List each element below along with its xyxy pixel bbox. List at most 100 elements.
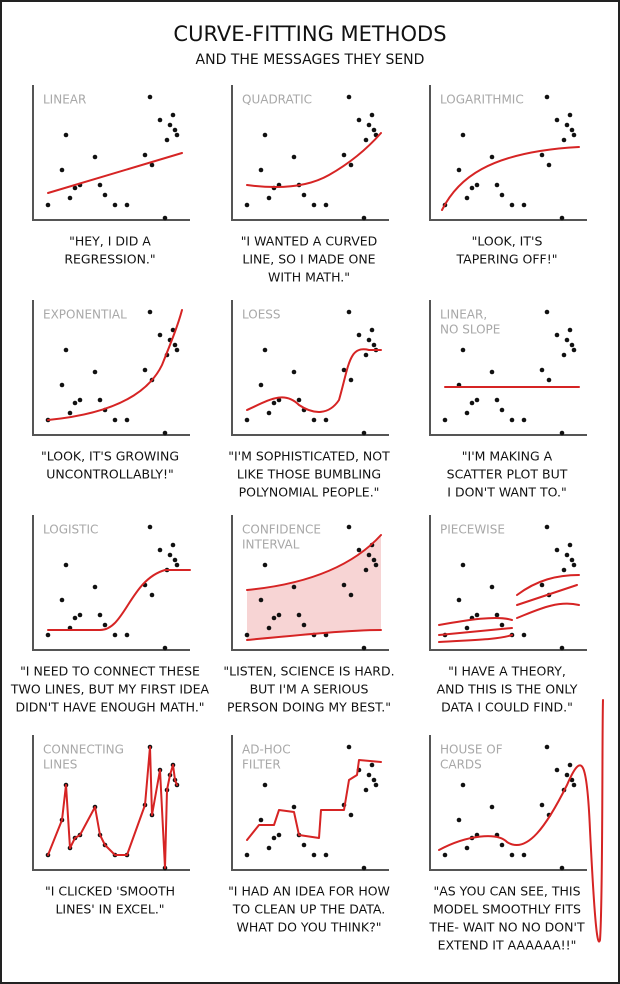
dot xyxy=(464,625,470,631)
dot xyxy=(258,597,264,603)
panel-label: AD-HOC xyxy=(242,743,291,757)
axes xyxy=(32,735,190,871)
fit-curve xyxy=(246,132,382,189)
dot xyxy=(369,327,375,333)
dot xyxy=(102,192,108,198)
dot xyxy=(244,852,250,858)
caption: DATA I COULD FIND." xyxy=(441,700,573,715)
panel-label: NO SLOPE xyxy=(440,323,500,337)
dot xyxy=(323,202,329,208)
panel: LINEAR,NO SLOPE "I'M MAKING A SCATTER PLOT… xyxy=(429,300,587,500)
dot xyxy=(72,185,78,191)
dot xyxy=(509,202,515,208)
dot xyxy=(464,195,470,201)
dot xyxy=(266,195,272,201)
dot xyxy=(291,369,297,375)
dot xyxy=(564,552,570,558)
dot xyxy=(369,112,375,118)
dot xyxy=(571,782,577,788)
dot xyxy=(59,167,65,173)
caption: TAPERING OFF!" xyxy=(455,252,557,267)
dot xyxy=(363,567,369,573)
fit-bound xyxy=(438,616,513,626)
panel-label: LOESS xyxy=(242,308,281,322)
panel-label: LINEAR xyxy=(43,93,86,107)
dot xyxy=(366,772,372,778)
dot xyxy=(509,417,515,423)
panel: EXPONENTIAL "LOOK, IT'S GROWING UNCONTROLL… xyxy=(32,300,190,482)
dot xyxy=(489,154,495,160)
dot xyxy=(311,852,317,858)
dot xyxy=(262,562,268,568)
dot xyxy=(67,410,73,416)
dot xyxy=(301,842,307,848)
dot xyxy=(164,137,170,143)
dot xyxy=(571,347,577,353)
dot xyxy=(539,802,545,808)
panel-label: CARDS xyxy=(440,758,482,772)
dot xyxy=(348,162,354,168)
dot xyxy=(77,397,83,403)
dot xyxy=(460,782,466,788)
dot xyxy=(521,632,527,638)
dot xyxy=(174,132,180,138)
dot xyxy=(142,367,148,373)
dot xyxy=(170,112,176,118)
fit-curve xyxy=(246,348,382,413)
caption: "AS YOU CAN SEE, THIS xyxy=(433,884,580,899)
dot xyxy=(97,612,103,618)
panel: PIECEWISE "I HAVE A THEORY, AND THIS IS TH… xyxy=(429,515,587,715)
caption: MODEL SMOOTHLY FITS xyxy=(433,902,581,917)
caption: WITH MATH." xyxy=(268,270,350,285)
dot xyxy=(276,612,282,618)
dot xyxy=(559,430,565,436)
caption: UNCONTROLLABLY!" xyxy=(46,467,174,482)
panel-label: LINES xyxy=(43,758,77,772)
dot xyxy=(460,562,466,568)
dot xyxy=(59,382,65,388)
dot xyxy=(172,342,178,348)
dot xyxy=(142,152,148,158)
dot xyxy=(63,132,69,138)
dot xyxy=(258,167,264,173)
dot xyxy=(539,582,545,588)
dot xyxy=(348,812,354,818)
dot xyxy=(361,430,367,436)
fit-bound xyxy=(516,602,580,619)
caption: WHAT DO YOU THINK?" xyxy=(237,920,382,935)
dot xyxy=(559,215,565,221)
dot xyxy=(509,852,515,858)
dot xyxy=(460,347,466,353)
caption: "LISTEN, SCIENCE IS HARD. xyxy=(223,664,394,679)
fit-curve xyxy=(438,699,604,943)
dot xyxy=(371,342,377,348)
dot xyxy=(266,625,272,631)
dot xyxy=(474,397,480,403)
dot xyxy=(442,417,448,423)
dot xyxy=(460,132,466,138)
dot xyxy=(162,215,168,221)
dot xyxy=(301,622,307,628)
dot xyxy=(499,407,505,413)
dot xyxy=(571,562,577,568)
panel: QUADRATIC "I WANTED A CURVED LINE, SO I MA… xyxy=(231,85,389,285)
dot xyxy=(561,137,567,143)
dot xyxy=(63,347,69,353)
dot xyxy=(356,332,362,338)
dot xyxy=(112,417,118,423)
dot xyxy=(157,117,163,123)
dot xyxy=(559,865,565,871)
dot xyxy=(266,845,272,851)
dot xyxy=(494,397,500,403)
dot xyxy=(499,842,505,848)
dot xyxy=(97,182,103,188)
caption: TWO LINES, BUT MY FIRST IDEA xyxy=(10,682,210,697)
dot xyxy=(112,202,118,208)
dot xyxy=(373,562,379,568)
dot xyxy=(456,167,462,173)
caption: EXTEND IT AAAAAA!!" xyxy=(438,938,577,953)
dot xyxy=(296,612,302,618)
